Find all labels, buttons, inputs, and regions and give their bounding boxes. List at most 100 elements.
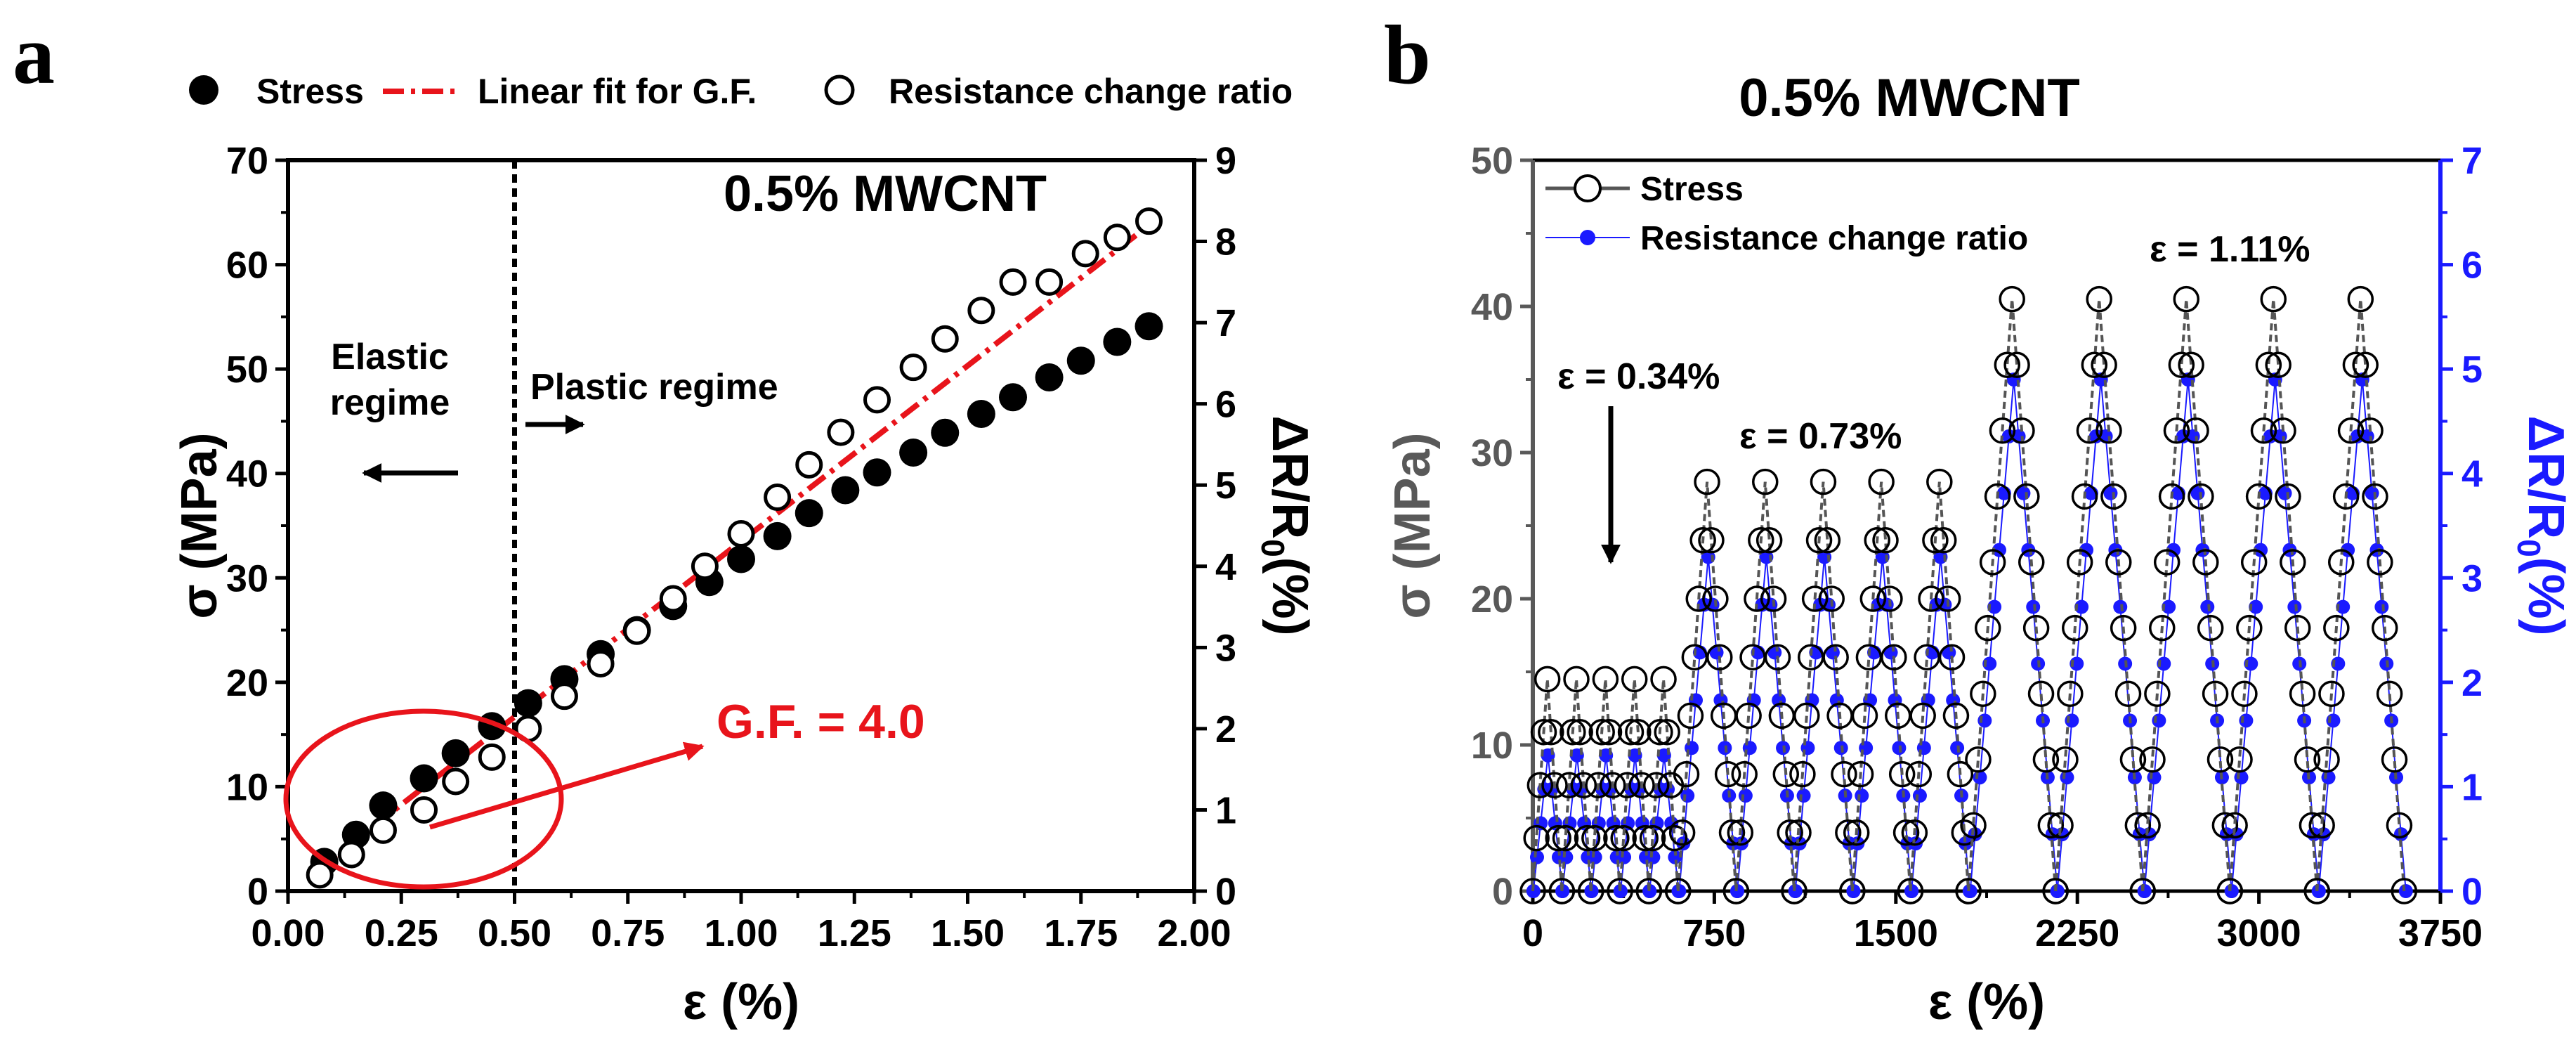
a-y-tick-label: 60 <box>226 245 268 287</box>
stress-cycle-point <box>1614 772 1641 798</box>
stress-cycle-point <box>1905 760 1933 788</box>
stress-cycle-point <box>1574 824 1601 852</box>
stress-cycle-point <box>2027 680 2055 707</box>
stress-cycle-point <box>2110 614 2137 642</box>
resistance-cycle-point <box>2287 599 2302 614</box>
legend-stress-marker <box>189 75 218 105</box>
panel-b-legend: Stress Resistance change ratio <box>1541 167 2089 269</box>
stress-cycle-line <box>1589 679 1622 892</box>
stress-cycle-line <box>1909 481 1970 892</box>
stress-cycle-point <box>2057 680 2084 707</box>
panel-a-x-axis-label: ε (%) <box>683 974 799 1030</box>
resistance-point <box>827 418 855 446</box>
resistance-cycle-point <box>1987 599 2002 614</box>
resistance-cycle-point <box>2341 543 2355 557</box>
stress-cycle-point <box>1934 585 1961 612</box>
elastic-regime-label-line2: regime <box>330 382 450 423</box>
resistance-series-a <box>306 207 1163 889</box>
stress-cycle-point <box>1588 719 1615 746</box>
stress-cycle-point <box>1922 527 1949 554</box>
stress-cycle-point <box>1892 819 1920 846</box>
stress-cycle-point <box>1632 824 1659 852</box>
stress-cycle-point <box>2134 812 2161 839</box>
resistance-cycle-point <box>2398 884 2413 898</box>
stress-cycle-point <box>2270 417 2296 444</box>
b-y2-tick-label: 7 <box>2461 140 2483 182</box>
panel-a-x-tick-labels: 0.00 0.25 0.50 0.75 1.00 1.25 1.50 1.75 2.00 <box>251 912 1231 954</box>
stress-cycle-line <box>1734 481 1796 892</box>
stress-cycle-point <box>1955 878 1982 904</box>
stress-cycle-point <box>2192 549 2219 576</box>
b-y2-tick-label: 5 <box>2461 349 2483 391</box>
stress-cycle-line <box>1676 481 1738 892</box>
a-y-tick-label: 0 <box>247 871 268 913</box>
stress-cycle-point <box>2231 680 2258 707</box>
resistance-point <box>899 353 927 382</box>
stress-cycle-point <box>2240 549 2268 576</box>
legend-b-stress-label: Stress <box>1640 171 1744 208</box>
resistance-cycle-point <box>2113 599 2128 614</box>
stress-cycle-point <box>1872 527 1899 554</box>
b-y2-tick-label: 1 <box>2461 766 2483 808</box>
stress-cycle-point <box>1789 760 1816 788</box>
stress-cycle-line <box>2315 299 2406 892</box>
b-x-tick-label: 2250 <box>2035 912 2119 954</box>
stress-cycle-point <box>2008 417 2035 444</box>
b-x-tick-label: 3000 <box>2217 912 2301 954</box>
stress-cycle-point <box>1876 585 1903 612</box>
stress-cycle-point <box>2289 680 2316 707</box>
stress-cycle-point <box>1822 644 1849 670</box>
resistance-cycle-point <box>1668 850 1682 864</box>
stress-point <box>369 791 398 820</box>
stress-cycle-point <box>1999 285 2025 313</box>
resistance-point <box>967 297 995 325</box>
panel-b-legend-bg <box>1541 167 2089 269</box>
stress-cycle-point <box>2013 483 2040 510</box>
stress-cycle-point <box>1694 468 1720 495</box>
stress-cycle-point <box>2357 417 2384 444</box>
resistance-cycle-point <box>2166 543 2181 557</box>
resistance-point <box>999 268 1027 296</box>
b-y2-tick-label: 3 <box>2461 557 2483 599</box>
a-y-tick-label: 50 <box>226 349 268 391</box>
stress-cycle-point <box>1772 760 1800 788</box>
stress-cycle-point <box>2250 417 2277 444</box>
a-y2-tick-label: 6 <box>1215 384 1236 426</box>
stress-cycle-line <box>2228 299 2319 892</box>
stress-cycle-point <box>1793 702 1820 729</box>
stress-point <box>727 545 755 573</box>
panel-a-ticks <box>275 158 1207 904</box>
stress-cycle-point <box>1818 585 1845 612</box>
stress-cycle-point <box>1744 585 1770 612</box>
stress-point <box>1066 346 1095 375</box>
stress-cycle-point <box>2105 549 2132 576</box>
stress-cycle-point <box>1595 719 1623 746</box>
legend-resistance-marker <box>824 74 855 105</box>
panel-b-y-axis-label: σ (MPa) <box>1385 432 1441 618</box>
stress-point <box>863 458 891 487</box>
stress-cycle-point <box>1617 719 1645 746</box>
resistance-cycle-point <box>1588 850 1602 864</box>
resistance-cycle-point <box>1796 789 1811 803</box>
stress-cycle-point <box>1552 824 1579 852</box>
stress-cycle-point <box>1727 819 1754 846</box>
resistance-point <box>659 585 687 613</box>
b-x-tick-label: 0 <box>1522 912 1543 954</box>
panel-b-y-tick-labels: 0 10 20 30 40 50 <box>1471 140 1513 913</box>
b-y-tick-label: 40 <box>1471 286 1513 328</box>
stress-cycle-point <box>2342 351 2369 378</box>
resistance-point <box>691 552 719 580</box>
stress-cycle-point <box>2062 614 2088 642</box>
resistance-point <box>442 767 470 796</box>
stress-cycle-point <box>1702 585 1729 612</box>
stress-cycle-point <box>2391 878 2418 904</box>
stress-cycle-point <box>1965 746 1992 773</box>
a-x-tick-label: 1.50 <box>931 912 1005 954</box>
stress-cycle-point <box>2308 812 2335 839</box>
resistance-cycle-point <box>2249 599 2263 614</box>
strain-annotation-3: ε = 1.11% <box>2150 229 2310 270</box>
strain-annotation-2: ε = 0.73% <box>1739 416 1902 457</box>
stress-point <box>795 499 823 528</box>
stress-cycle-point <box>2081 351 2108 378</box>
a-y2-tick-label: 3 <box>1215 627 1236 669</box>
